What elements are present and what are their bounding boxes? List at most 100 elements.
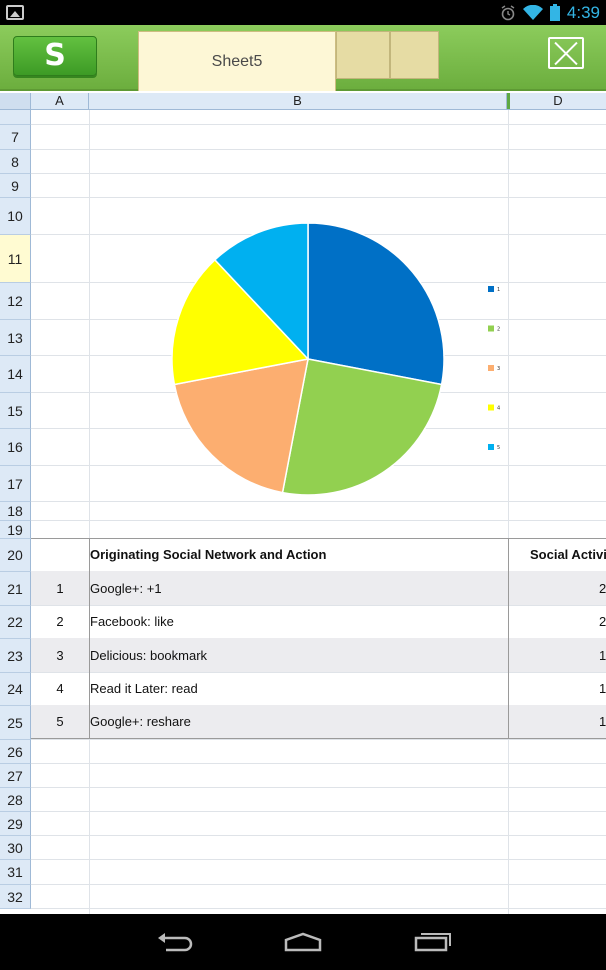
cell-b[interactable]: Read it Later: read [90, 681, 198, 696]
legend-swatch-5 [488, 444, 494, 450]
pie-slice-3[interactable] [173, 358, 309, 494]
row-divider [31, 787, 606, 788]
cell-d[interactable]: 2 [599, 614, 606, 629]
row-divider [31, 520, 606, 521]
select-all-corner[interactable] [0, 93, 31, 109]
legend-label-2: 2 [497, 327, 500, 333]
spreadsheet-grid[interactable]: Originating Social Network and Action So… [0, 110, 606, 914]
row-divider [31, 763, 606, 764]
row-divider [31, 672, 606, 673]
cell-d[interactable]: 1 [599, 714, 606, 729]
column-divider [89, 110, 90, 914]
tab-blank-2[interactable] [390, 31, 439, 79]
battery-icon [549, 4, 560, 21]
row-header-11[interactable]: 11 [0, 235, 31, 283]
home-icon[interactable] [283, 932, 323, 952]
cell-b[interactable]: Google+: +1 [90, 580, 162, 596]
row-header-25[interactable]: 25 [0, 706, 31, 740]
row-header-20[interactable]: 20 [0, 539, 31, 572]
row-header-27[interactable]: 27 [0, 764, 31, 788]
row-header-23[interactable]: 23 [0, 639, 31, 673]
column-header-row: A B D [0, 93, 606, 110]
row-header-21[interactable]: 21 [0, 572, 31, 606]
table-top-border [31, 538, 606, 539]
cell-a[interactable]: 5 [56, 714, 64, 729]
pie-chart[interactable]: 1 2 3 4 5 [160, 214, 520, 504]
pie-slice-4[interactable] [171, 258, 310, 386]
row-header-19[interactable]: 19 [0, 521, 31, 539]
pie-slice-5[interactable] [213, 222, 309, 361]
cell-a[interactable]: 1 [56, 580, 64, 596]
cell-a[interactable]: 3 [56, 647, 64, 663]
legend-label-1: 1 [497, 287, 500, 293]
table-row: 3 Delicious: bookmark 1 [31, 638, 606, 672]
legend-swatch-4 [488, 404, 494, 411]
row-divider [31, 124, 606, 125]
row-header-26[interactable]: 26 [0, 740, 31, 764]
close-button[interactable] [548, 37, 584, 69]
row-header-14[interactable]: 14 [0, 356, 31, 393]
row-header-28[interactable]: 28 [0, 788, 31, 812]
row-header-13[interactable]: 13 [0, 320, 31, 356]
legend-label-3: 3 [497, 366, 500, 372]
pie-slice-1[interactable] [307, 222, 445, 386]
row-header-29[interactable]: 29 [0, 812, 31, 836]
row-divider [31, 173, 606, 174]
table-row: 4 Read it Later: read 1 [31, 672, 606, 705]
recent-apps-icon[interactable] [413, 930, 453, 952]
row-header-8[interactable]: 8 [0, 150, 31, 174]
app-logo-letter: S [44, 38, 66, 73]
legend-label-5: 5 [497, 445, 500, 451]
legend-label-4: 4 [497, 406, 500, 412]
pie-slice-2[interactable] [281, 358, 443, 496]
table-header-row: Originating Social Network and Action So… [31, 538, 606, 571]
table-row: 5 Google+: reshare 1 [31, 705, 606, 739]
header-cell-b[interactable]: Originating Social Network and Action [90, 547, 327, 562]
cell-b[interactable]: Delicious: bookmark [90, 647, 208, 663]
row-header-partial [0, 110, 31, 125]
row-header-32[interactable]: 32 [0, 885, 31, 909]
row-divider [31, 739, 606, 740]
tab-sheet5[interactable]: Sheet5 [138, 31, 336, 91]
column-resize-handle[interactable] [507, 93, 510, 109]
legend-swatch-1 [488, 286, 494, 292]
column-header-b[interactable]: B [89, 93, 507, 109]
legend-swatch-2 [488, 325, 494, 332]
row-header-16[interactable]: 16 [0, 429, 31, 466]
row-header-30[interactable]: 30 [0, 836, 31, 860]
cell-b[interactable]: Facebook: like [90, 614, 174, 629]
cell-d[interactable]: 1 [599, 647, 606, 663]
row-header-9[interactable]: 9 [0, 174, 31, 198]
tab-blank-1[interactable] [336, 31, 390, 79]
row-divider [31, 859, 606, 860]
back-icon[interactable] [154, 932, 194, 954]
row-header-22[interactable]: 22 [0, 606, 31, 639]
row-header-15[interactable]: 15 [0, 393, 31, 429]
app-menu-button[interactable]: S [13, 36, 97, 76]
row-header-12[interactable]: 12 [0, 283, 31, 320]
cell-d[interactable]: 1 [599, 681, 606, 696]
row-header-18[interactable]: 18 [0, 502, 31, 521]
row-header-7[interactable]: 7 [0, 125, 31, 150]
row-divider [31, 197, 606, 198]
row-header-24[interactable]: 24 [0, 673, 31, 706]
header-cell-d[interactable]: Social Activi [530, 547, 606, 562]
row-divider [31, 149, 606, 150]
cell-b[interactable]: Google+: reshare [90, 714, 191, 729]
row-divider [31, 835, 606, 836]
column-header-d[interactable]: D [553, 93, 563, 108]
alarm-icon [501, 4, 515, 20]
cell-a[interactable]: 4 [56, 681, 64, 696]
cell-a[interactable]: 2 [56, 614, 64, 629]
row-divider [31, 501, 606, 502]
legend-swatch-3 [488, 365, 494, 371]
table-column-border [89, 538, 90, 739]
image-notification-icon [6, 5, 24, 20]
sheet-tab-label: Sheet5 [211, 52, 263, 70]
row-header-17[interactable]: 17 [0, 466, 31, 502]
row-header-10[interactable]: 10 [0, 198, 31, 235]
row-header-31[interactable]: 31 [0, 860, 31, 885]
cell-d[interactable]: 2 [599, 580, 606, 596]
column-header-a[interactable]: A [31, 93, 89, 109]
